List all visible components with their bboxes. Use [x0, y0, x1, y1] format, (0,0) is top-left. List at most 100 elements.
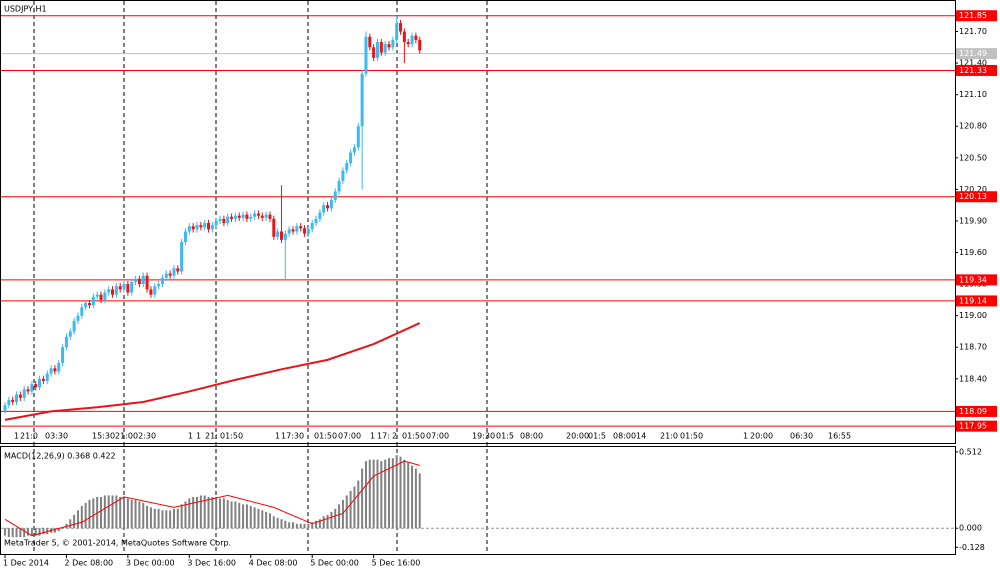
- macd-bar: [23, 528, 26, 538]
- trade-label: 21:0: [660, 432, 678, 441]
- main-panel: [0, 0, 956, 444]
- candle-body: [279, 231, 283, 240]
- macd-bar: [169, 510, 172, 529]
- macd-bar: [7, 528, 10, 538]
- candle-body: [61, 347, 65, 364]
- macd-bar: [34, 528, 37, 536]
- trade-label: 01:50: [402, 432, 425, 441]
- candle-body: [91, 296, 95, 306]
- candle-body: [399, 23, 403, 32]
- level-label: 121.33: [959, 66, 987, 75]
- macd-bar: [111, 495, 114, 529]
- x-tick-label: 3 Dec 16:00: [187, 559, 236, 568]
- macd-bar: [188, 498, 191, 529]
- macd-bar: [399, 456, 402, 529]
- macd-bar: [234, 501, 237, 529]
- candle-body: [199, 225, 203, 228]
- candle-body: [80, 307, 84, 316]
- macd-bar: [196, 496, 198, 529]
- footer: MetaTrader 5, © 2001-2014, MetaQuotes So…: [4, 539, 231, 548]
- macd-bar: [4, 528, 6, 536]
- candle-body: [95, 294, 99, 297]
- candle-body: [34, 384, 38, 388]
- x-tick-label: 3 Dec 00:00: [126, 559, 175, 568]
- candle-body: [391, 39, 395, 48]
- indicator-title: MACD(12,26,9) 0.368 0.422: [4, 452, 116, 461]
- candle-body: [137, 278, 141, 285]
- macd-bar: [219, 498, 222, 529]
- bid-label: 121.49: [959, 49, 987, 58]
- macd-bar: [238, 502, 241, 529]
- level-tag: [956, 274, 997, 286]
- y-tick-label: 120.50: [959, 153, 987, 162]
- macd-bar: [380, 461, 383, 529]
- candle-body: [368, 36, 372, 48]
- macd-bar: [280, 519, 283, 529]
- macd-bar: [172, 508, 175, 529]
- macd-bar: [130, 499, 133, 529]
- trade-label: 14: [636, 432, 646, 441]
- level-tag: [956, 405, 997, 417]
- moving-average: [4, 322, 421, 421]
- candle-body: [337, 180, 341, 192]
- candle-body: [30, 384, 34, 392]
- candle-body: [349, 152, 353, 164]
- macd-bar: [107, 495, 110, 529]
- macd-bar: [353, 486, 356, 529]
- macd-bar: [184, 501, 187, 529]
- macd-bar: [357, 480, 360, 529]
- macd-bar: [391, 458, 394, 529]
- macd-bar: [318, 519, 321, 529]
- macd-bar: [276, 517, 279, 529]
- macd-bar: [368, 459, 371, 529]
- candle-body: [291, 229, 295, 232]
- candle-body: [45, 373, 49, 381]
- level-tag: [956, 420, 997, 432]
- candle-body: [18, 394, 22, 398]
- level-tag: [956, 10, 997, 22]
- macd-bar: [272, 516, 275, 529]
- y-tick-label: 118.40: [959, 374, 987, 383]
- candle-body: [164, 273, 168, 278]
- macd-bar: [226, 499, 229, 529]
- trade-label: 16:55: [828, 432, 851, 441]
- macd-bar: [149, 507, 152, 529]
- candle-body: [375, 42, 379, 58]
- candle-body: [326, 205, 330, 209]
- candle-body: [191, 226, 195, 230]
- candle-body: [352, 147, 356, 153]
- macd-bar: [80, 505, 83, 529]
- macd-bar: [345, 495, 348, 529]
- candle-body: [264, 214, 268, 218]
- candle-body: [406, 42, 410, 45]
- level-label: 119.14: [959, 296, 987, 305]
- candle-body: [218, 218, 222, 221]
- trade-label: 19:30: [472, 432, 495, 441]
- candle-body: [268, 214, 272, 219]
- macd-bar: [19, 528, 22, 538]
- x-tick-label: 4 Dec 08:00: [249, 559, 298, 568]
- candle-body: [57, 363, 61, 372]
- macd-bar: [207, 496, 210, 529]
- trade-label: 21:: [205, 432, 218, 441]
- macd-bar: [103, 495, 106, 529]
- candle-body: [230, 216, 234, 219]
- macd-bar: [73, 514, 76, 529]
- candle-body: [245, 214, 249, 219]
- macd-bar: [307, 523, 310, 529]
- macd-bar: [245, 504, 248, 529]
- trade-label: 08:00: [613, 432, 636, 441]
- macd-bar: [253, 507, 256, 529]
- y-tick-label: 0.512: [959, 447, 982, 456]
- macd-bar: [119, 496, 122, 529]
- macd-bar: [395, 455, 398, 529]
- candle-body: [22, 389, 26, 398]
- trade-label: 01:50: [680, 432, 703, 441]
- y-tick-label: 121.70: [959, 27, 987, 36]
- candle-body: [195, 225, 199, 230]
- candle-body: [395, 23, 399, 40]
- trade-label: 01:50: [220, 432, 243, 441]
- candle-body: [49, 368, 53, 374]
- macd-bar: [146, 505, 149, 529]
- candle-body: [153, 286, 157, 295]
